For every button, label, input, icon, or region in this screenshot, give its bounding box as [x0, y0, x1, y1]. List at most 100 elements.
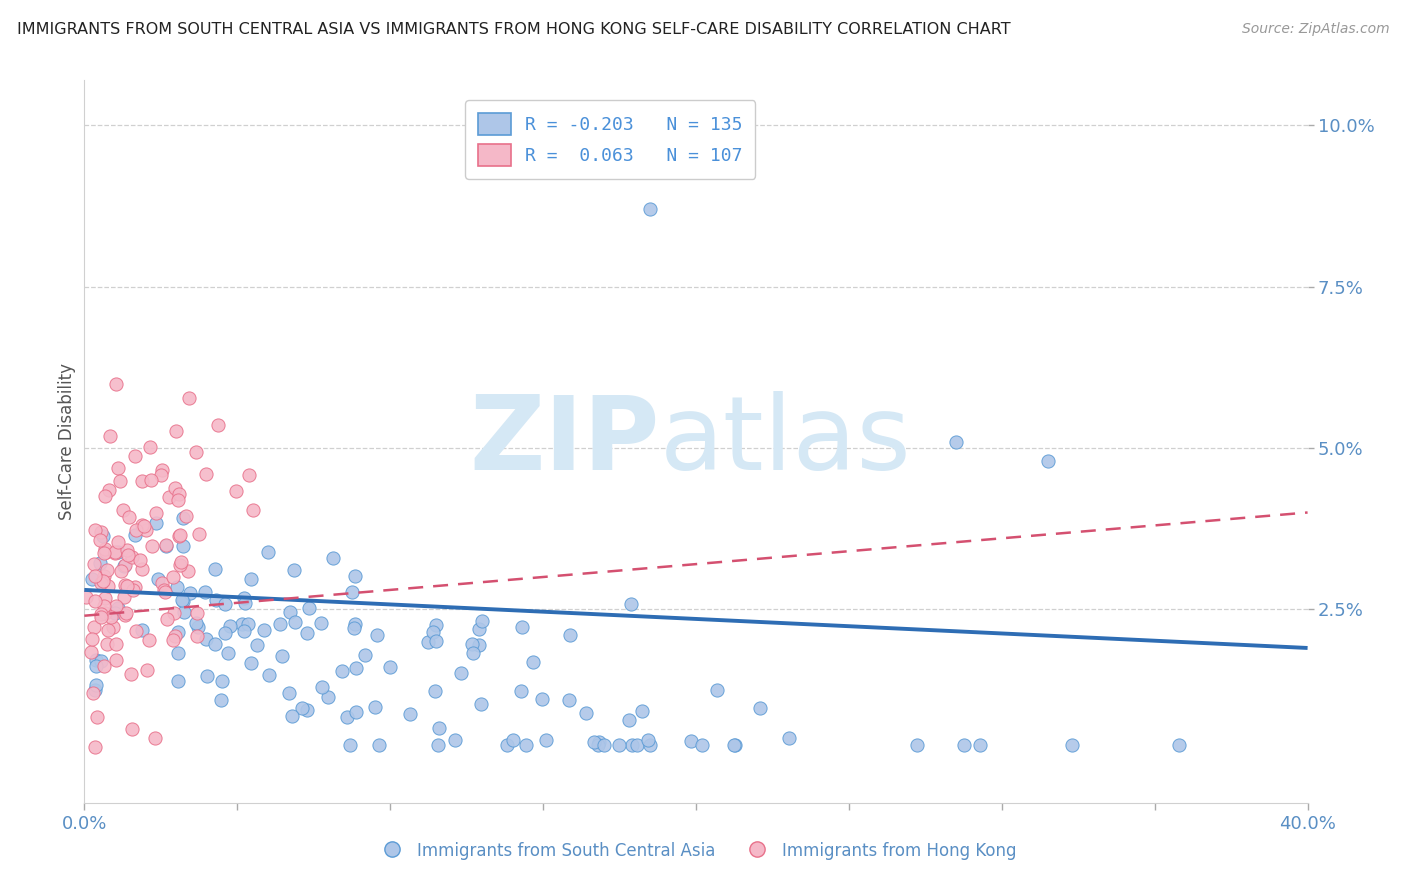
- Point: [239, 572, 262, 586]
- Point: [620, 738, 643, 752]
- Point: [84, 678, 107, 692]
- Point: [233, 624, 256, 638]
- Point: [186, 606, 208, 620]
- Point: [339, 738, 361, 752]
- Point: [124, 449, 146, 463]
- Point: [141, 539, 163, 553]
- Point: [104, 606, 127, 620]
- Point: [425, 617, 447, 632]
- Point: [93, 574, 115, 588]
- Point: [93, 541, 115, 556]
- Point: [588, 735, 610, 749]
- Point: [155, 538, 177, 552]
- Point: [316, 690, 339, 704]
- Point: [124, 528, 146, 542]
- Point: [172, 539, 194, 553]
- Point: [271, 649, 294, 664]
- Point: [177, 565, 200, 579]
- Point: [343, 621, 366, 635]
- Point: [115, 606, 138, 620]
- Point: [204, 636, 226, 650]
- Point: [471, 615, 494, 629]
- Point: [283, 563, 305, 577]
- Point: [291, 701, 314, 715]
- Point: [172, 510, 194, 524]
- Point: [105, 653, 128, 667]
- Point: [257, 545, 280, 559]
- Point: [211, 674, 233, 689]
- Point: [176, 508, 198, 523]
- Point: [1036, 454, 1059, 468]
- Point: [225, 483, 247, 498]
- Point: [617, 714, 640, 728]
- Point: [84, 659, 107, 673]
- Point: [100, 609, 122, 624]
- Point: [209, 692, 232, 706]
- Point: [97, 483, 120, 497]
- Point: [502, 732, 524, 747]
- Point: [953, 738, 976, 752]
- Point: [104, 546, 127, 560]
- Point: [298, 600, 321, 615]
- Point: [93, 591, 115, 605]
- Point: [368, 738, 391, 752]
- Point: [188, 527, 211, 541]
- Point: [117, 548, 139, 562]
- Point: [592, 738, 614, 752]
- Point: [131, 475, 153, 489]
- Point: [162, 633, 184, 648]
- Point: [346, 661, 368, 675]
- Point: [536, 732, 558, 747]
- Text: ZIP: ZIP: [468, 391, 659, 492]
- Point: [945, 434, 967, 449]
- Point: [253, 623, 276, 637]
- Point: [93, 546, 115, 560]
- Point: [145, 731, 167, 745]
- Point: [82, 685, 104, 699]
- Point: [83, 569, 105, 583]
- Point: [84, 523, 107, 537]
- Point: [169, 558, 191, 572]
- Point: [233, 596, 256, 610]
- Point: [153, 585, 176, 599]
- Point: [723, 738, 745, 752]
- Point: [114, 559, 136, 574]
- Point: [560, 628, 582, 642]
- Text: atlas: atlas: [659, 391, 911, 492]
- Point: [332, 664, 354, 678]
- Point: [83, 558, 105, 572]
- Point: [97, 579, 120, 593]
- Point: [186, 616, 208, 631]
- Point: [427, 721, 450, 735]
- Point: [195, 632, 218, 646]
- Point: [94, 545, 117, 559]
- Point: [461, 646, 484, 660]
- Point: [115, 542, 138, 557]
- Point: [1168, 738, 1191, 752]
- Point: [515, 738, 537, 752]
- Point: [470, 697, 492, 711]
- Point: [558, 693, 581, 707]
- Point: [138, 632, 160, 647]
- Point: [131, 562, 153, 576]
- Point: [84, 682, 107, 697]
- Text: Source: ZipAtlas.com: Source: ZipAtlas.com: [1241, 22, 1389, 37]
- Point: [84, 653, 107, 667]
- Point: [124, 580, 146, 594]
- Point: [443, 733, 465, 747]
- Point: [98, 429, 121, 443]
- Point: [83, 620, 105, 634]
- Point: [724, 738, 747, 752]
- Point: [120, 667, 142, 681]
- Point: [157, 491, 180, 505]
- Point: [297, 703, 319, 717]
- Point: [638, 202, 661, 217]
- Point: [115, 579, 138, 593]
- Point: [575, 706, 598, 720]
- Point: [107, 461, 129, 475]
- Point: [104, 637, 127, 651]
- Point: [155, 539, 177, 553]
- Point: [167, 487, 190, 501]
- Point: [194, 585, 217, 599]
- Point: [90, 610, 112, 624]
